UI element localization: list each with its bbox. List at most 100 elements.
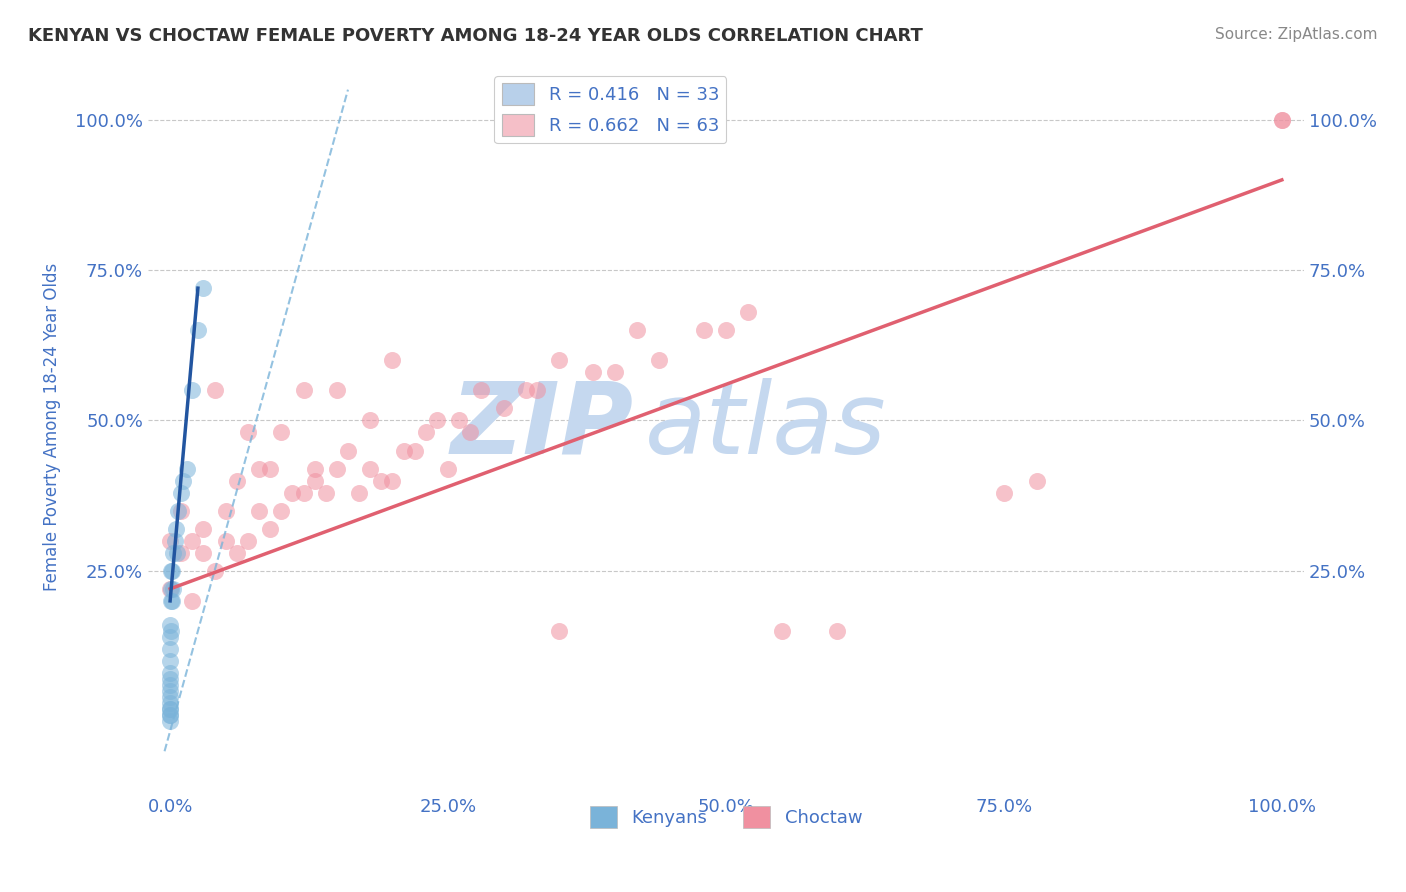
Text: ZIP: ZIP [450,378,634,475]
Point [404,443,426,458]
Point [548,624,571,638]
Point [162,564,184,578]
Point [648,353,671,368]
Point [247,461,270,475]
Point [458,425,481,440]
Point [392,443,415,458]
Point [160,624,183,638]
Point [359,461,381,475]
Point [162,546,184,560]
Point [159,702,181,716]
Y-axis label: Female Poverty Among 18-24 Year Olds: Female Poverty Among 18-24 Year Olds [44,262,60,591]
Point [1271,112,1294,127]
Point [163,533,186,548]
Point [170,485,193,500]
Point [225,474,247,488]
Point [159,582,181,596]
Point [326,461,349,475]
Point [247,504,270,518]
Point [162,594,184,608]
Text: Source: ZipAtlas.com: Source: ZipAtlas.com [1215,27,1378,42]
Point [159,690,181,705]
Point [159,533,181,548]
Point [159,684,181,698]
Point [172,474,194,488]
Point [193,546,215,560]
Point [165,522,187,536]
Point [167,504,190,518]
Point [693,323,716,337]
Point [159,708,181,723]
Point [548,353,571,368]
Point [160,564,183,578]
Point [415,425,437,440]
Point [526,384,548,398]
Point [159,642,181,657]
Point [170,546,193,560]
Point [336,443,359,458]
Point [381,353,404,368]
Point [259,461,281,475]
Point [181,594,204,608]
Point [162,582,184,596]
Point [492,401,515,416]
Point [181,384,204,398]
Point [470,384,492,398]
Point [370,474,392,488]
Point [204,564,226,578]
Point [166,546,188,560]
Point [159,696,181,710]
Point [159,618,181,632]
Point [159,672,181,686]
Point [1271,112,1294,127]
Point [204,384,226,398]
Point [159,654,181,668]
Point [581,365,603,379]
Point [626,323,648,337]
Point [270,425,292,440]
Point [515,384,537,398]
Point [187,323,209,337]
Point [259,522,281,536]
Point [381,474,404,488]
Point [225,546,247,560]
Point [315,485,337,500]
Point [603,365,626,379]
Point [159,678,181,692]
Point [215,533,238,548]
Point [160,594,183,608]
Point [159,702,181,716]
Point [347,485,370,500]
Point [292,485,315,500]
Point [176,461,198,475]
Point [159,666,181,681]
Point [714,323,737,337]
Point [359,413,381,427]
Point [1026,474,1049,488]
Text: atlas: atlas [645,378,887,475]
Point [270,504,292,518]
Point [737,305,759,319]
Point [159,630,181,644]
Point [160,582,183,596]
Point [236,533,259,548]
Point [304,474,326,488]
Point [993,485,1015,500]
Point [304,461,326,475]
Point [236,425,259,440]
Point [193,522,215,536]
Point [437,461,460,475]
Point [193,281,215,295]
Point [292,384,315,398]
Point [326,384,349,398]
Point [181,533,204,548]
Point [825,624,848,638]
Point [426,413,449,427]
Point [281,485,304,500]
Text: KENYAN VS CHOCTAW FEMALE POVERTY AMONG 18-24 YEAR OLDS CORRELATION CHART: KENYAN VS CHOCTAW FEMALE POVERTY AMONG 1… [28,27,922,45]
Legend: Kenyans, Choctaw: Kenyans, Choctaw [582,799,869,836]
Point [449,413,471,427]
Point [770,624,793,638]
Point [159,714,181,728]
Point [159,708,181,723]
